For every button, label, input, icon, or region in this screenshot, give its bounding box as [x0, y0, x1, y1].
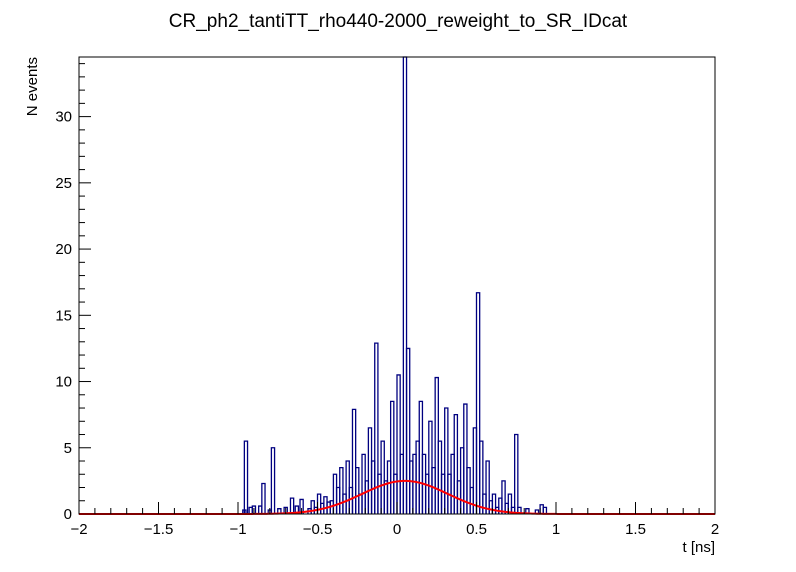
histogram-bin: [261, 482, 266, 514]
y-tick-label: 25: [55, 175, 72, 192]
x-axis-ticks: −2 −1.5 −1 −0.5 0 0.5 1 1.5 2: [70, 502, 719, 538]
y-tick-label: 15: [55, 307, 72, 324]
histogram-bin: [283, 506, 288, 514]
x-tick-label: 1.5: [625, 521, 646, 538]
histogram-bin: [444, 407, 449, 514]
x-tick-label: −2: [70, 521, 87, 538]
y-axis-ticks: 0 5 10 15 20 25 30: [55, 63, 91, 523]
histogram-bin: [463, 403, 468, 514]
y-tick-label: 5: [64, 440, 72, 457]
x-tick-label: −0.5: [303, 521, 333, 538]
histogram-bin: [389, 400, 395, 514]
x-tick-label: −1.5: [144, 521, 174, 538]
histogram-bin: [534, 509, 540, 514]
histogram-bin: [485, 460, 490, 514]
histogram-bin: [514, 433, 519, 514]
histogram-bin: [491, 493, 497, 514]
x-tick-label: 0.5: [466, 521, 487, 538]
histogram-bin: [277, 508, 282, 514]
histogram-bin: [542, 506, 548, 514]
x-tick-label: 1: [552, 521, 560, 538]
y-axis-label: N events: [24, 57, 41, 116]
y-tick-label: 10: [55, 374, 72, 391]
histogram-bin: [339, 466, 344, 514]
histogram-bin: [396, 374, 401, 514]
histogram-bin: [501, 480, 506, 514]
histogram-bin: [517, 506, 522, 514]
x-tick-label: −1: [229, 521, 246, 538]
histogram-bin: [351, 408, 357, 514]
histogram-bin: [525, 508, 530, 514]
chart-title: CR_ph2_tantiTT_rho440-2000_reweight_to_S…: [169, 11, 628, 32]
histogram-bin: [355, 466, 360, 514]
histogram-bin: [507, 493, 513, 514]
histogram-layer: [242, 56, 548, 514]
histogram-bin: [251, 505, 257, 514]
y-tick-label: 30: [55, 109, 72, 126]
y-tick-label: 0: [64, 506, 72, 523]
histogram-bin: [479, 440, 484, 514]
histogram-bin: [475, 292, 481, 514]
histogram-bin: [453, 414, 459, 514]
histogram-bin: [243, 440, 249, 514]
histogram-bin: [299, 498, 304, 514]
x-tick-label: 2: [711, 521, 719, 538]
histogram-bin: [374, 342, 379, 514]
histogram-bin: [270, 447, 276, 514]
y-tick-label: 20: [55, 241, 72, 258]
histogram-bin: [294, 505, 300, 514]
histogram-bin: [405, 347, 411, 514]
histogram-bin: [380, 440, 385, 514]
histogram-bin: [289, 497, 295, 514]
x-tick-label: 0: [393, 521, 401, 538]
x-axis-label: t [ns]: [682, 539, 715, 556]
